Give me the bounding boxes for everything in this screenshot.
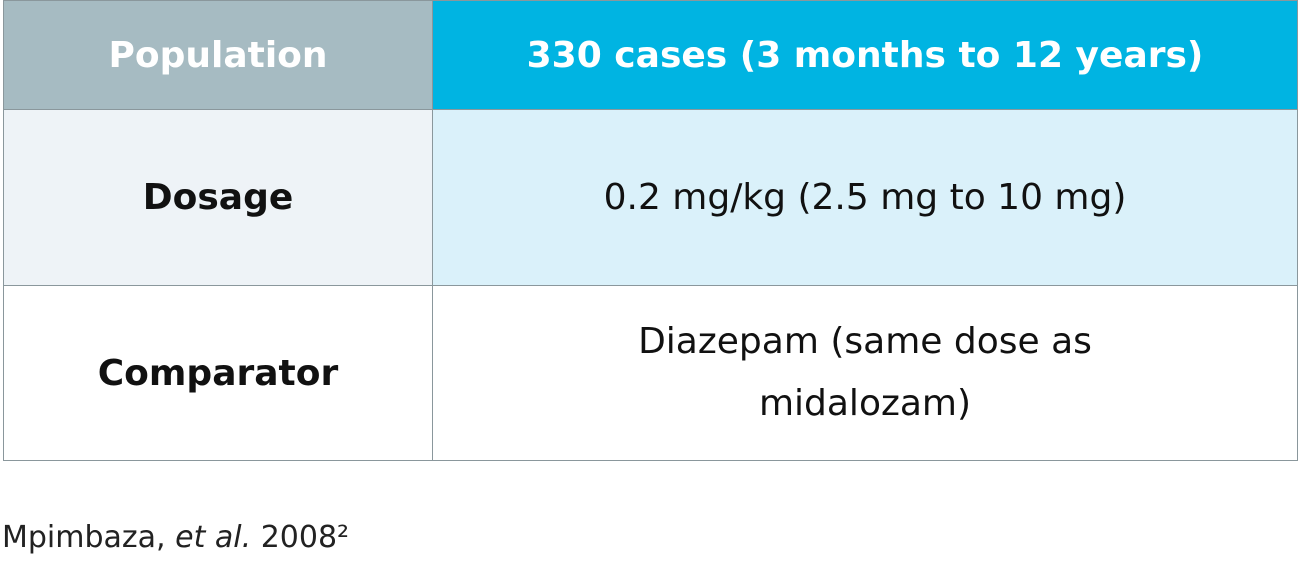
header-row: Population 330 cases (3 months to 12 yea…: [3, 0, 1298, 110]
header-cell: Population: [3, 0, 433, 110]
citation-year: 2008²: [260, 520, 350, 555]
citation-etal: et al.: [175, 520, 252, 555]
row-label: Comparator: [3, 285, 433, 461]
row-label: Dosage: [3, 109, 433, 286]
cell: 0.2 mg/kg (2.5 mg to 10 mg): [432, 109, 1298, 286]
citation: Mpimbaza, et al. 2008²: [2, 520, 349, 555]
table-row: Dosage 0.2 mg/kg (2.5 mg to 10 mg): [3, 109, 1298, 286]
table-row: Comparator Diazepam (same dose as midalo…: [3, 285, 1298, 461]
data-table: Population 330 cases (3 months to 12 yea…: [3, 0, 1298, 461]
cell-text: Diazepam (same dose as midalozam): [638, 321, 1092, 424]
cell: Diazepam (same dose as midalozam): [432, 285, 1298, 461]
header-cell: 330 cases (3 months to 12 years): [432, 0, 1298, 110]
citation-authors: Mpimbaza,: [2, 520, 166, 555]
